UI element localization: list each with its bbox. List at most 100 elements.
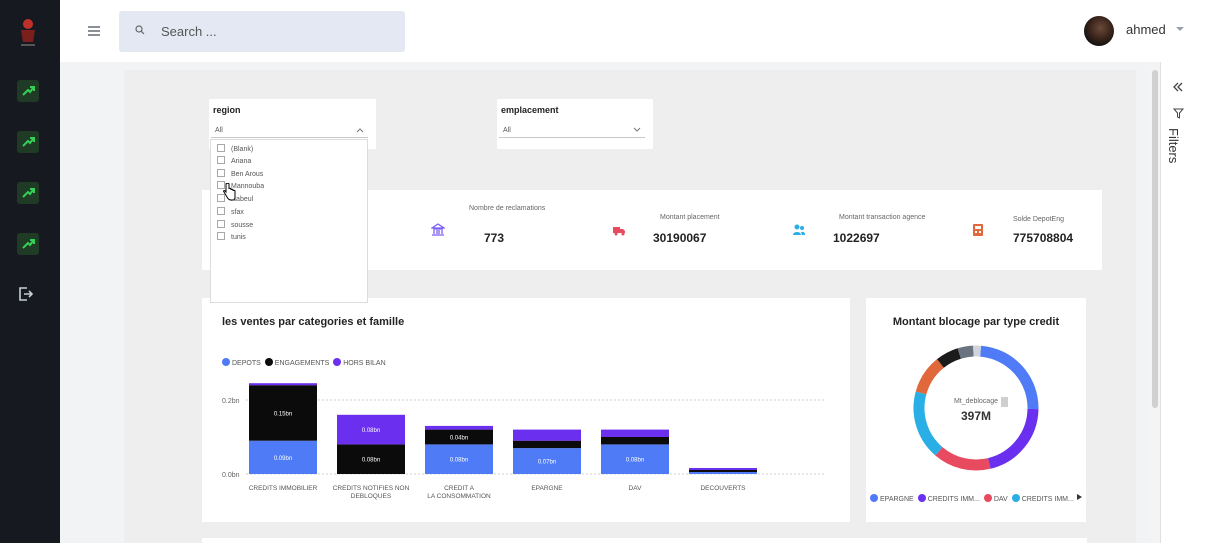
donut-center-value: 397M (960, 409, 992, 423)
donut-legend-item[interactable]: DAV (983, 494, 1008, 503)
kpi-1-value: 773 (484, 231, 505, 245)
chevron-up-icon (356, 128, 364, 133)
truck-icon (613, 227, 625, 236)
donut-legend-item[interactable]: CREDITS IMM... (917, 494, 980, 503)
y-tick-label: 0.0bn (222, 472, 240, 479)
filter-icon (1173, 108, 1184, 119)
search-box[interactable] (119, 11, 405, 52)
x-tick-label: LA CONSOMMATION (427, 493, 491, 500)
donut-legend-item[interactable]: EPARGNE (870, 494, 914, 503)
donut-legend: EPARGNE CREDITS IMM... DAV CREDITS IMM... (870, 494, 1078, 503)
region-option[interactable]: sfax (217, 207, 244, 219)
checkbox[interactable] (217, 144, 225, 152)
checkbox[interactable] (217, 169, 225, 177)
bar-segment (249, 440, 317, 474)
emplacement-slicer-select[interactable]: All (499, 124, 645, 138)
legend-item-engagements[interactable]: ENGAGEMENTS (264, 358, 329, 367)
x-tick-label: DECOUVERTS (700, 485, 746, 492)
x-tick-label: CREDITS NOTIFIES NON (333, 485, 410, 492)
bar-segment (689, 472, 757, 474)
bar-segment (513, 429, 581, 441)
donut-slice (987, 408, 1039, 469)
region-option[interactable]: (Blank) (217, 144, 253, 156)
donut-chart-card (866, 298, 1086, 522)
donut-slice (957, 345, 974, 359)
right-edge (1193, 62, 1218, 543)
bottom-card (202, 538, 1087, 543)
search-input[interactable] (161, 21, 391, 41)
region-slicer-select[interactable]: All (211, 124, 368, 138)
legend-item-hors-bilan[interactable]: HORS BILAN (333, 358, 386, 367)
legend-next-icon[interactable] (1077, 494, 1082, 500)
sidebar (0, 0, 60, 543)
data-label: 0.08bn (450, 458, 468, 464)
bar-segment (249, 385, 317, 441)
region-option[interactable]: tunis (217, 232, 246, 244)
kpi-4-label: Solde DepotEng (1013, 216, 1064, 223)
region-option[interactable]: Ben Arous (217, 169, 263, 181)
bar-segment (689, 470, 757, 472)
bar-segment (249, 383, 317, 386)
x-tick-label: DAV (629, 485, 643, 492)
region-option[interactable]: Nabeul (217, 194, 253, 206)
checkbox[interactable] (217, 181, 225, 189)
bar-segment (337, 444, 405, 474)
avatar[interactable] (1084, 16, 1114, 46)
menu-icon[interactable] (88, 26, 100, 36)
region-option[interactable]: Mannouba (217, 181, 264, 193)
legend-item-depots[interactable]: DEPOTS (222, 358, 261, 367)
bar-segment (425, 444, 493, 474)
search-icon (135, 25, 145, 35)
x-tick-label: CREDIT A (444, 485, 475, 492)
trend-up-icon (22, 137, 35, 147)
hand-cursor-icon (223, 183, 236, 201)
chevron-down-icon (633, 127, 641, 132)
sidebar-trend-button-3[interactable] (17, 182, 39, 204)
chevron-down-icon[interactable] (1176, 27, 1184, 31)
donut-chart-plot (913, 345, 1039, 471)
bar-segment (513, 440, 581, 449)
donut-slice (979, 345, 1039, 410)
calculator-icon (973, 224, 983, 236)
region-slicer-value: All (215, 127, 223, 134)
region-option[interactable]: sousse (217, 220, 253, 232)
sidebar-trend-button-2[interactable] (17, 131, 39, 153)
region-option[interactable]: Ariana (217, 156, 251, 168)
bar-chart-legend: DEPOTS ENGAGEMENTS HORS BILAN (222, 358, 390, 367)
kpi-4-icon-box (962, 214, 994, 246)
collapse-icon[interactable] (1172, 81, 1184, 93)
kpi-2-value: 30190067 (653, 231, 707, 245)
bar-segment (513, 448, 581, 474)
donut-legend-item[interactable]: CREDITS IMM... (1011, 494, 1074, 503)
bar-chart-title: les ventes par categories et famille (222, 316, 405, 328)
x-tick-label: CREDITS IMMOBILIER (249, 485, 318, 492)
data-label: 0.08bn (362, 428, 380, 434)
bar-segment (689, 468, 757, 470)
scrollbar-thumb[interactable] (1152, 70, 1158, 408)
kpi-2-label: Montant placement (660, 214, 720, 221)
sidebar-trend-button-4[interactable] (17, 233, 39, 255)
x-tick-label: EPARGNE (531, 485, 563, 492)
data-label: 0.04bn (450, 436, 468, 442)
checkbox[interactable] (217, 220, 225, 228)
sidebar-trend-button-1[interactable] (17, 80, 39, 102)
bar-segment (601, 444, 669, 474)
user-name[interactable]: ahmed (1126, 22, 1166, 37)
emplacement-slicer-title: emplacement (501, 105, 559, 115)
bank-icon (431, 223, 445, 236)
kpi-2-icon-box (603, 214, 635, 246)
kpi-3-icon-box (783, 214, 815, 246)
filters-label[interactable]: Filters (1166, 128, 1181, 164)
checkbox[interactable] (217, 194, 225, 202)
kpi-3-value: 1022697 (833, 231, 880, 245)
checkbox[interactable] (217, 232, 225, 240)
logout-icon[interactable] (18, 286, 34, 302)
donut-slice (913, 391, 943, 456)
checkbox[interactable] (217, 156, 225, 164)
checkbox[interactable] (217, 207, 225, 215)
data-label: 0.08bn (362, 458, 380, 464)
data-label: 0.08bn (626, 458, 644, 464)
bar-chart-plot: 0.0bn 0.2bn 0.09bn 0.15bn CREDITS IMMOBILIER… (222, 383, 824, 500)
x-tick-label: DEBLOQUES (351, 493, 392, 500)
